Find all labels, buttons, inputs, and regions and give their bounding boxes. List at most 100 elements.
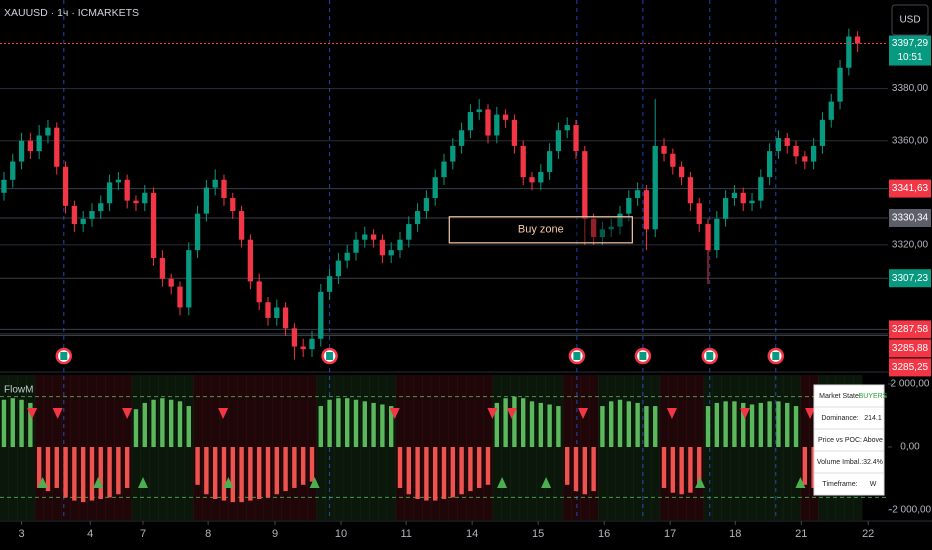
price-badge-label: 3330,34 (892, 213, 929, 224)
indicator-bar (512, 396, 517, 448)
indicator-band (131, 375, 141, 520)
indicator-band (554, 375, 564, 520)
indicator-band (17, 375, 27, 520)
indicator-bar (459, 447, 464, 495)
candle-body (230, 198, 236, 212)
price-badge (889, 320, 931, 339)
event-icon-flag (573, 352, 581, 360)
buy-signal (497, 477, 508, 488)
indicator-bar (239, 447, 244, 503)
indicator-bar (133, 409, 139, 448)
indicator-bar (318, 406, 323, 448)
indicator-bar (661, 447, 667, 488)
indicator-bar (292, 447, 297, 488)
indicator-band (386, 375, 397, 520)
candle-body (124, 179, 130, 201)
candle-body (590, 218, 597, 238)
indicator-bar (336, 398, 341, 448)
indicator-band (351, 375, 361, 520)
candle-body (98, 203, 104, 212)
candle-body (274, 307, 280, 318)
x-tick-label: 18 (729, 528, 741, 540)
candle-body (520, 145, 526, 178)
candle-body (828, 101, 834, 120)
indicator-band (0, 375, 9, 520)
indicator-bar (565, 447, 570, 485)
indicator-bar (230, 447, 235, 503)
indicator-band (510, 375, 520, 520)
indicator-bar (441, 447, 447, 499)
indicator-bar (749, 404, 755, 448)
indicator-bar (477, 447, 482, 488)
indicator-bar (573, 447, 579, 492)
currency-button[interactable] (891, 4, 929, 36)
candle-body (282, 307, 289, 329)
indicator-band (333, 375, 344, 520)
candle-body (793, 145, 799, 157)
indicator-bar (714, 402, 720, 448)
indicator-bar (36, 447, 42, 488)
indicator-bar (195, 447, 200, 485)
indicator-band (747, 375, 757, 520)
candle-body (388, 250, 394, 256)
indicator-band (149, 375, 159, 520)
x-tick-label: 8 (205, 528, 211, 540)
sell-signal (218, 408, 229, 419)
candle-body (740, 192, 746, 204)
indicator-band (703, 375, 713, 520)
indicator-bar (151, 399, 156, 448)
candle-body (106, 182, 113, 204)
candle-body (731, 192, 738, 199)
x-tick-label: 14 (466, 528, 478, 540)
candle-body (370, 234, 377, 240)
indicator-band (606, 375, 617, 520)
candle-body (617, 213, 623, 227)
buy-signal (309, 477, 320, 488)
candle-body (318, 291, 324, 339)
indicator-bar (503, 398, 508, 448)
info-value: W (870, 481, 877, 488)
candle-body (326, 276, 333, 292)
indicator-band (140, 375, 150, 520)
info-value: Above (863, 437, 883, 444)
sell-signal (122, 408, 133, 419)
indicator-bar (72, 447, 77, 501)
candle-body (802, 156, 808, 162)
indicator-bar (380, 404, 385, 448)
candle-body (159, 257, 166, 279)
candle-body (212, 179, 218, 188)
candle-body (696, 203, 702, 225)
sell-signal (805, 408, 816, 419)
indicator-band (175, 375, 185, 520)
candle-body (538, 171, 544, 183)
indicator-bar (353, 399, 359, 448)
candle-body (406, 224, 412, 240)
indicator-band (369, 375, 379, 520)
x-tick-label: 17 (664, 528, 676, 540)
sell-signal (487, 408, 498, 419)
candle-body (529, 177, 535, 183)
candle-body (766, 151, 773, 178)
currency[interactable]: USD (899, 15, 920, 26)
indicator-bar (98, 447, 103, 499)
event-icon-flag (326, 352, 334, 360)
candle-body (652, 145, 658, 230)
candle-body (546, 151, 553, 172)
indicator-bar (644, 406, 649, 448)
candle-body (722, 198, 729, 219)
candle-body (458, 130, 465, 146)
indicator-bar (327, 399, 332, 448)
candle-body (247, 239, 254, 282)
candle-body (749, 200, 755, 204)
candle-body (599, 229, 606, 238)
x-tick-label: 4 (87, 528, 93, 540)
candle-body (414, 211, 421, 225)
candle-body (670, 153, 676, 167)
indicator-bar (362, 401, 367, 448)
indicator-band (342, 375, 353, 520)
indicator-bar (609, 401, 614, 448)
candle-body (450, 145, 456, 162)
candle-body (291, 328, 298, 347)
candle-body (485, 109, 491, 136)
